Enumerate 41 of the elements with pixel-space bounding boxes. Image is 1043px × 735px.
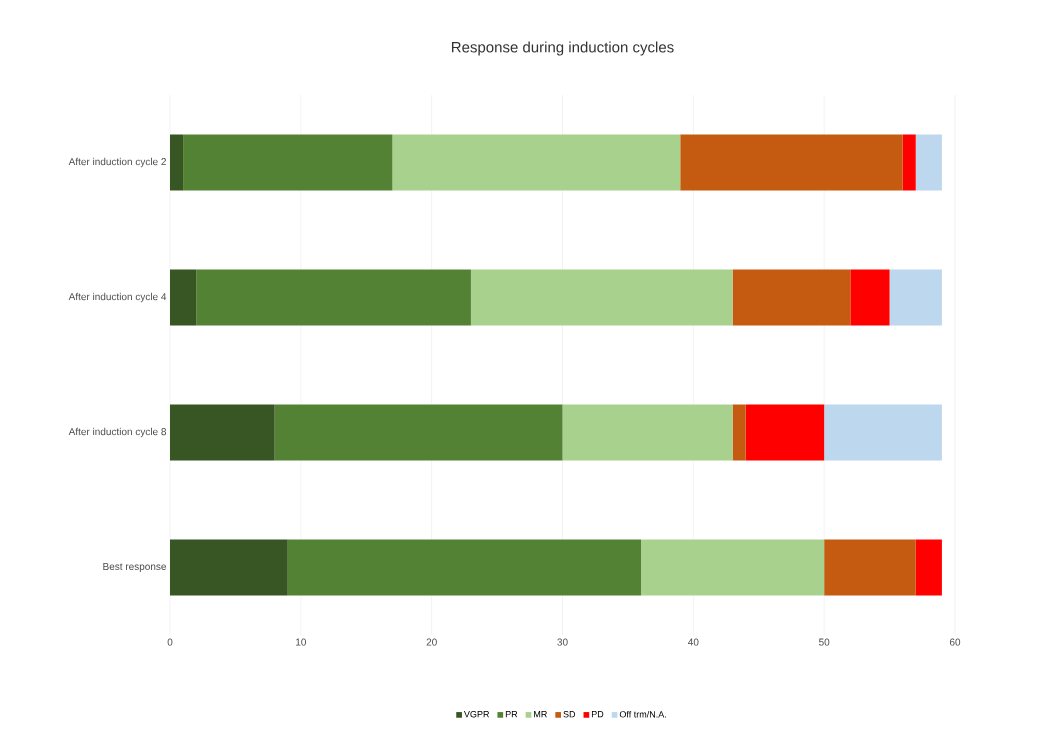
bar [902,134,916,191]
bar [732,404,746,461]
legend-label: SD [563,711,576,718]
x-tick-label: 40 [688,638,699,646]
bar [170,269,197,326]
y-tick-label: After induction cycle 4 [68,292,167,303]
y-tick-label: Best response [103,563,167,572]
bar [470,269,733,326]
legend-label: PR [505,711,518,718]
x-tick-label: 0 [167,638,173,646]
bar [680,134,903,191]
bar [287,539,641,596]
bar [170,134,184,191]
bar [732,269,851,326]
bar [745,404,825,461]
bar [392,134,681,191]
legend-label: Off trm/N.A. [619,710,666,718]
bar [915,539,942,596]
legend-label: MR [534,711,547,718]
x-tick-label: 20 [426,638,437,646]
chart-title: Response during induction cycles [452,41,674,56]
bar [824,404,942,461]
bar [889,269,942,326]
bar [170,404,275,461]
y-tick-label: After induction cycle 8 [68,427,167,438]
legend-label: PD [591,711,604,718]
x-tick-label: 30 [557,638,568,646]
bar [562,404,733,461]
bar [824,539,916,596]
y-tick-label: After induction cycle 2 [68,157,166,168]
bar [183,134,393,191]
bar [641,539,825,596]
x-tick-label: 10 [296,638,307,646]
bar [850,269,890,326]
x-tick-label: 60 [949,638,961,646]
x-tick-label: 50 [819,638,830,646]
legend-label: VGPR [464,711,490,718]
bar [274,404,563,461]
bar [196,269,471,326]
bar [170,539,288,596]
bar [915,134,942,191]
